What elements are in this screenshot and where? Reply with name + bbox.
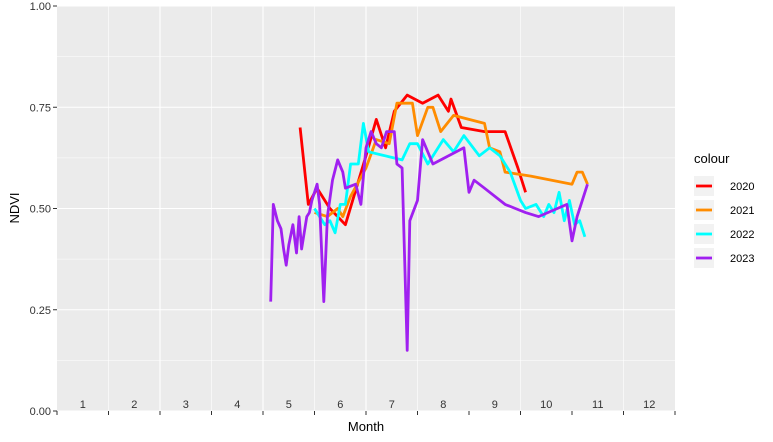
- y-axis: 0.00 0.25 0.50 0.75 1.00: [30, 1, 57, 418]
- y-tick-label: 0.75: [30, 102, 51, 114]
- x-tick-label: 8: [440, 399, 446, 411]
- x-tick-label: 1: [80, 399, 86, 411]
- x-tick-label: 11: [592, 399, 603, 411]
- x-axis-title: Month: [348, 419, 384, 434]
- x-tick-label: 5: [286, 399, 292, 411]
- y-tick-label: 0.25: [30, 305, 51, 317]
- legend-label-2022: 2022: [730, 229, 754, 241]
- y-axis-title: NDVI: [7, 192, 22, 223]
- x-tick-label: 7: [389, 399, 395, 411]
- series-line-2022: [313, 122, 587, 238]
- x-tick-label: 12: [643, 399, 655, 411]
- x-tick-label: 10: [540, 399, 552, 411]
- y-tick-label: 0.50: [30, 204, 51, 216]
- x-tick-label: 6: [337, 399, 343, 411]
- series-layer: [269, 93, 589, 352]
- x-tick-label: 2: [131, 399, 137, 411]
- x-tick-label: 9: [492, 399, 498, 411]
- legend-label-2021: 2021: [730, 205, 754, 217]
- y-tick-label: 1.00: [30, 1, 51, 13]
- x-tick-label: 4: [234, 399, 240, 411]
- x-axis: 1 2 3 4 5 6 7 8 9 10 11 12: [56, 399, 676, 415]
- legend-label-2023: 2023: [730, 253, 754, 265]
- series-line-2021: [314, 101, 589, 218]
- y-tick-label: 0.00: [30, 406, 51, 418]
- legend-label-2020: 2020: [730, 181, 754, 193]
- legend-title: colour: [694, 151, 730, 166]
- legend: colour 2020 2021 2022 2023: [694, 151, 754, 268]
- x-tick-label: 3: [183, 399, 189, 411]
- series-line-2023: [269, 130, 589, 352]
